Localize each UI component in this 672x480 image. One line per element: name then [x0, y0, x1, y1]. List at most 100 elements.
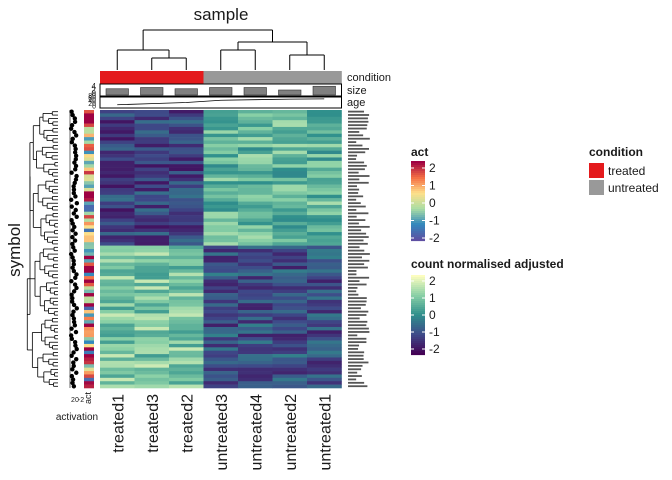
heatmap-cell	[169, 316, 204, 321]
heatmap-cell	[238, 194, 273, 199]
heatmap-cell	[307, 360, 342, 365]
heatmap-cell	[307, 286, 342, 290]
heatmap-cell	[307, 113, 342, 118]
row-annotation-act	[84, 110, 94, 389]
age-tick-label: 20	[88, 101, 96, 108]
activation-dot	[70, 380, 75, 386]
heatmap-cell	[169, 150, 204, 155]
activation-tick-label: 2	[71, 397, 75, 404]
heatmap-cell	[307, 259, 342, 263]
heatmap-cell	[203, 123, 239, 128]
act-cell	[84, 204, 94, 209]
heatmap-cell	[134, 279, 170, 284]
act-legend-step	[411, 205, 425, 208]
act-legend-step	[411, 231, 425, 234]
row-label-mark	[348, 310, 369, 313]
heatmap-cell	[100, 367, 135, 372]
heatmap-cell	[134, 367, 170, 372]
activation-dot	[73, 275, 78, 281]
heatmap-cell	[134, 147, 170, 151]
heatmap-cell	[238, 110, 273, 114]
activation-dot	[71, 187, 77, 192]
row-label-mark	[348, 229, 362, 232]
annotation-label-condition: condition	[347, 72, 391, 84]
row-label-mark	[348, 209, 357, 211]
heatmap-cell	[307, 350, 342, 355]
condition-cell	[238, 71, 273, 84]
heatmap-cell	[100, 286, 135, 290]
heatmap-cell	[134, 313, 170, 318]
heatmap-cell	[238, 269, 273, 274]
heatmap-cell	[203, 181, 239, 185]
act-cell	[84, 238, 94, 243]
act-legend-tick: 2	[429, 161, 436, 175]
heatmap-cell	[203, 343, 239, 348]
heatmap-cell	[272, 187, 308, 192]
heatmap-cell	[203, 164, 239, 168]
heatmap-cell	[134, 249, 170, 253]
heatmap-cell	[238, 323, 273, 328]
row-label-mark	[348, 188, 360, 191]
act-cell	[84, 137, 94, 141]
row-label-mark	[348, 327, 369, 330]
heatmap-cell	[307, 262, 342, 267]
heatmap-cell	[100, 323, 135, 328]
heatmap-cell	[203, 293, 239, 297]
act-cell	[84, 265, 94, 270]
act-cell	[84, 218, 94, 223]
heatmap-cell	[100, 360, 135, 365]
heatmap-cell	[307, 174, 342, 179]
heatmap-cell	[169, 360, 204, 365]
row-label-mark	[348, 300, 367, 303]
heatmap-cell	[169, 130, 204, 135]
heatmap-cell	[100, 333, 135, 338]
heatmap-cell	[169, 262, 204, 267]
heatmap-cell	[307, 140, 342, 145]
column-label: treated3	[145, 394, 162, 453]
act-legend-step	[411, 189, 425, 192]
activation-dot	[72, 180, 77, 186]
heatmap-cell	[203, 367, 239, 372]
heatmap-cell	[238, 316, 273, 321]
activation-dot	[70, 234, 75, 240]
heatmap-cell	[307, 215, 342, 219]
act-cell	[84, 326, 94, 331]
heatmap-cell	[272, 215, 308, 219]
heatmap-cell	[203, 303, 239, 307]
condition-cell	[203, 71, 239, 84]
heatmap-cell	[100, 337, 135, 341]
activation-dot	[72, 143, 78, 148]
heatmap-cell	[272, 171, 308, 175]
heatmap-cell	[238, 184, 273, 189]
row-label-mark	[348, 178, 360, 181]
heatmap-cell	[203, 316, 239, 321]
heatmap-cell	[203, 177, 239, 182]
heatmap-cell	[203, 364, 239, 368]
heatmap-cell	[238, 265, 273, 270]
heatmap-cell	[307, 187, 342, 192]
heatmap-cell	[238, 313, 273, 318]
row-label-mark	[348, 270, 357, 272]
column-label: treated1	[110, 394, 127, 453]
act-cell	[84, 130, 94, 135]
row-label-mark	[348, 192, 359, 194]
column-labels: treated1 treated3 treated2 untreated3 untrea…	[110, 394, 334, 471]
heatmap-cell	[100, 167, 135, 172]
heatmap-cell	[307, 330, 342, 335]
act-cell	[84, 367, 94, 372]
heatmap-cell	[203, 160, 239, 165]
heatmap-cell	[238, 143, 273, 148]
heatmap-cell	[203, 150, 239, 155]
act-cell	[84, 384, 94, 389]
heatmap-cell	[238, 187, 273, 192]
heatmap-cell	[272, 340, 308, 345]
heatmap-cell	[272, 364, 308, 368]
activation-dot	[74, 173, 79, 179]
heatmap-cell	[272, 313, 308, 318]
heatmap-cell	[238, 276, 273, 280]
heatmap-cell	[272, 384, 308, 389]
heatmap-cell	[272, 204, 308, 209]
heatmap-cell	[169, 120, 204, 124]
heatmap-cell	[134, 357, 170, 362]
heatmap-cell	[100, 184, 135, 189]
